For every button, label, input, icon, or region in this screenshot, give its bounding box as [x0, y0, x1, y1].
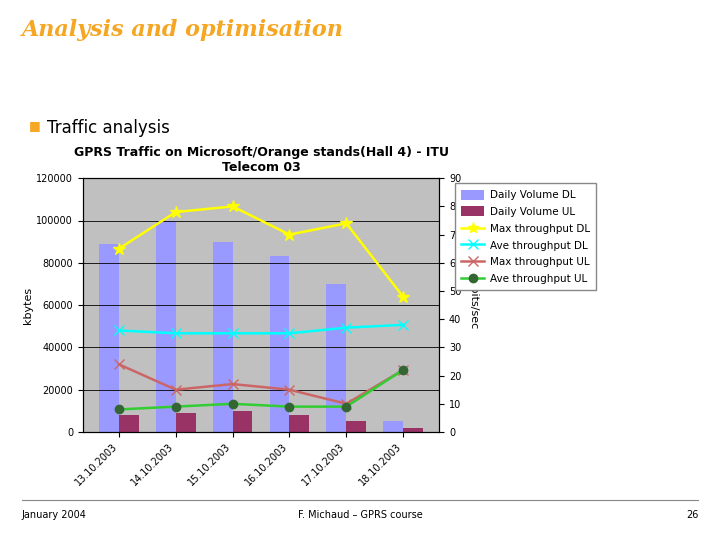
Bar [212, 242, 233, 432]
Bar [326, 284, 346, 432]
Bar [269, 256, 289, 432]
Bar [156, 220, 176, 432]
Bar [176, 413, 196, 432]
Bar [346, 421, 366, 432]
Text: Analysis and optimisation: Analysis and optimisation [22, 19, 343, 41]
Text: F. Michaud – GPRS course: F. Michaud – GPRS course [297, 510, 423, 521]
Text: 26: 26 [686, 510, 698, 521]
Text: January 2004: January 2004 [22, 510, 86, 521]
Legend: Daily Volume DL, Daily Volume UL, Max throughput DL, Ave throughput DL, Max thro: Daily Volume DL, Daily Volume UL, Max th… [455, 184, 596, 291]
Text: Traffic analysis: Traffic analysis [47, 119, 170, 137]
Bar [403, 428, 423, 432]
Y-axis label: kbits/sec: kbits/sec [468, 280, 478, 330]
Bar [289, 415, 310, 432]
Bar [383, 421, 403, 432]
Bar [233, 411, 253, 432]
Title: GPRS Traffic on Microsoft/Orange stands(Hall 4) - ITU
Telecom 03: GPRS Traffic on Microsoft/Orange stands(… [73, 146, 449, 174]
Y-axis label: kbytes: kbytes [24, 287, 33, 323]
Text: ■: ■ [29, 119, 40, 132]
Text: orange²: orange² [637, 52, 680, 63]
Bar [99, 244, 119, 432]
Bar [119, 415, 139, 432]
